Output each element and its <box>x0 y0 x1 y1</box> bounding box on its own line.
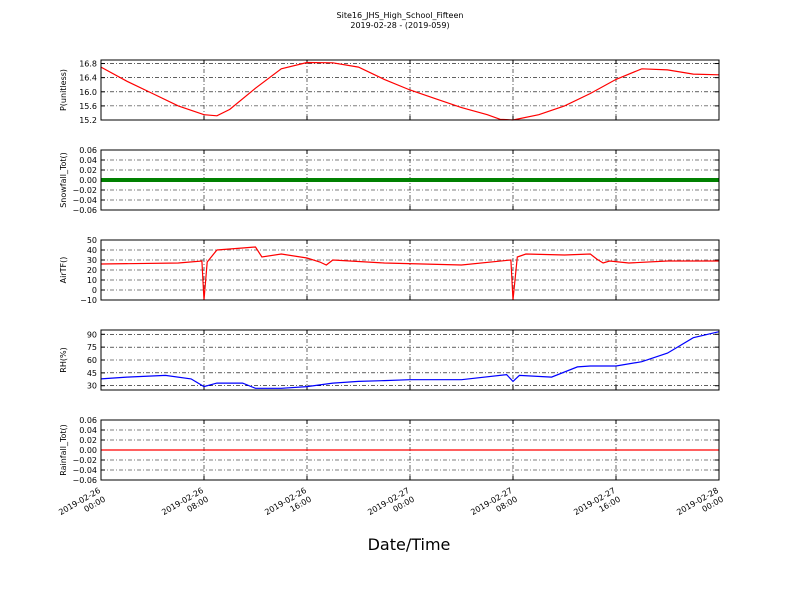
x-tick-label: 2019-02-2800:00 <box>675 486 725 526</box>
panel-1: −0.06−0.04−0.020.000.020.040.06 Snowfall_… <box>59 146 720 215</box>
y-tick-label: 0.04 <box>79 156 97 165</box>
y-tick-label: −0.06 <box>72 476 97 485</box>
panel-frame <box>100 419 720 481</box>
panel-0: 15.2 15.6 16.0 16.4 16.8 P(unitless) <box>59 59 720 125</box>
y-tick-label: 0 <box>92 286 97 295</box>
panel-frame <box>100 329 720 391</box>
y-tick-label: 0.06 <box>79 416 97 425</box>
x-tick-label: 2019-02-2616:00 <box>263 486 313 526</box>
x-tick-labels: 2019-02-2600:00 2019-02-2608:00 2019-02-26… <box>57 486 725 526</box>
y-tick-label: 20 <box>87 266 97 275</box>
y-tick-label: −0.04 <box>72 196 97 205</box>
y-tick-label: 15.6 <box>79 102 97 111</box>
panel-frame <box>100 239 720 301</box>
panels-group: 15.215.616.016.416.8P(unitless)−0.06−0.0… <box>59 59 720 485</box>
panel-frame <box>100 149 720 211</box>
x-tick-label: 2019-02-2600:00 <box>57 486 107 526</box>
y-tick-label: −0.02 <box>72 456 97 465</box>
y-tick-label: 16.8 <box>79 60 97 69</box>
y-axis-label: AirTF() <box>59 257 68 284</box>
series-line <box>100 61 720 121</box>
y-tick-label: −0.02 <box>72 186 97 195</box>
y-tick-label: 40 <box>87 246 97 255</box>
chart-title: Site16_JHS_High_School_Fifteen <box>337 11 464 20</box>
panel-frame <box>100 59 720 121</box>
y-tick-label: 15.2 <box>79 116 97 125</box>
y-tick-label: 0.02 <box>79 436 97 445</box>
series-line <box>100 331 720 389</box>
y-tick-label: 10 <box>87 276 97 285</box>
y-tick-label: 30 <box>87 382 97 391</box>
y-tick-label: 0.06 <box>79 146 97 155</box>
y-axis-label: RH(%) <box>59 347 68 372</box>
y-axis-label: Snowfall_Tot() <box>59 152 68 208</box>
y-tick-label: 0.00 <box>79 176 97 185</box>
y-tick-label: 50 <box>87 236 97 245</box>
x-tick-label: 2019-02-2700:00 <box>366 486 416 526</box>
y-tick-label: −10 <box>80 296 97 305</box>
y-tick-label: 45 <box>87 369 97 378</box>
y-tick-label: 16.4 <box>79 74 97 83</box>
y-tick-label: 0.02 <box>79 166 97 175</box>
series-line <box>100 246 719 301</box>
y-axis-label: Rainfall_Tot() <box>59 424 68 476</box>
x-tick-label: 2019-02-2608:00 <box>160 486 210 526</box>
y-axis-label: P(unitless) <box>59 69 68 111</box>
x-axis-label: Date/Time <box>368 535 451 554</box>
x-tick-label: 2019-02-2708:00 <box>469 486 519 526</box>
y-tick-label: 75 <box>87 343 97 352</box>
y-tick-label: −0.04 <box>72 466 97 475</box>
panel-3: 30 45 60 75 90 RH(%) <box>59 329 720 391</box>
y-tick-label: 90 <box>87 330 97 339</box>
y-tick-label: 0.00 <box>79 446 97 455</box>
y-tick-label: 30 <box>87 256 97 265</box>
panel-4: −0.06−0.04−0.020.000.020.040.06 Rainfall_… <box>59 416 720 485</box>
chart-subtitle: 2019-02-28 - (2019-059) <box>350 21 449 30</box>
y-tick-label: 0.04 <box>79 426 97 435</box>
y-tick-label: 60 <box>87 356 97 365</box>
y-tick-label: −0.06 <box>72 206 97 215</box>
y-tick-label: 16.0 <box>79 88 97 97</box>
x-tick-label: 2019-02-2716:00 <box>572 486 622 526</box>
